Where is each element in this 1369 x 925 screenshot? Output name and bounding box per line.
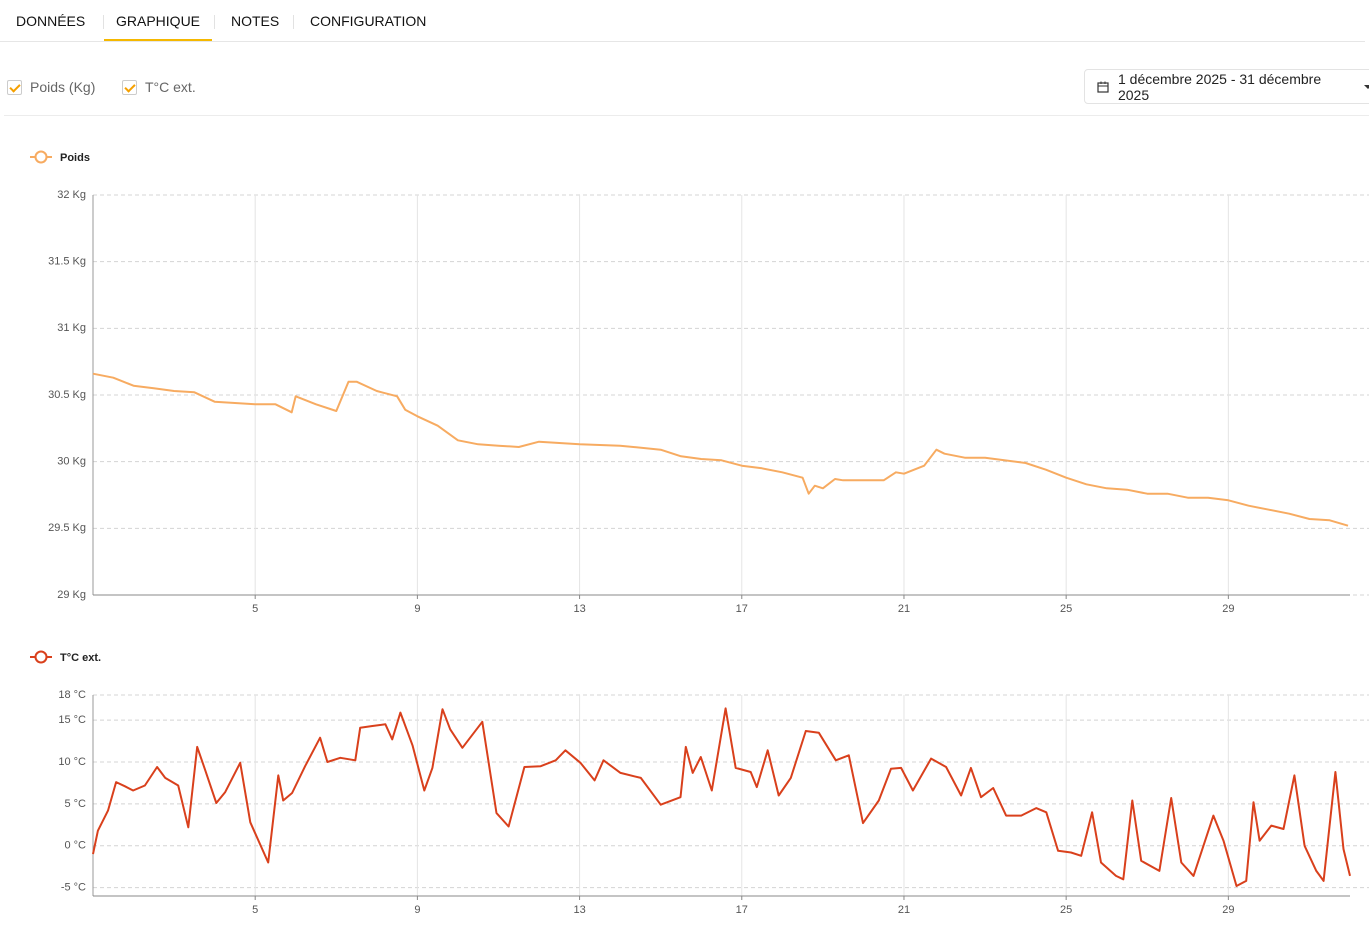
y-tick-label: 30 Kg (57, 456, 86, 468)
active-tab-indicator (104, 39, 212, 41)
y-tick-label: 15 °C (58, 714, 86, 726)
x-tick-label: 9 (414, 904, 420, 916)
tab[interactable]: GRAPHIQUE (116, 13, 201, 29)
checkbox[interactable] (122, 79, 137, 95)
x-tick-label: 13 (573, 603, 585, 615)
legend-marker (34, 650, 48, 664)
x-tick-label: 25 (1060, 603, 1072, 615)
x-tick-label: 17 (736, 904, 748, 916)
y-tick-label: 0 °C (64, 840, 86, 852)
x-tick-label: 21 (898, 904, 910, 916)
x-tick-label: 17 (736, 603, 748, 615)
tab[interactable]: CONFIGURATION (310, 13, 427, 29)
tab[interactable]: DONNÉES (16, 13, 86, 29)
dropdown-caret (1364, 84, 1369, 89)
tab[interactable]: NOTES (231, 13, 280, 29)
legend-label: T°C ext. (60, 652, 101, 664)
x-tick-label: 13 (573, 904, 585, 916)
x-tick-label: 5 (252, 603, 258, 615)
filter-label: T°C ext. (145, 79, 196, 95)
x-tick-label: 29 (1222, 904, 1234, 916)
x-tick-label: 29 (1222, 603, 1234, 615)
checkbox[interactable] (7, 79, 22, 95)
y-tick-label: 31.5 Kg (48, 256, 86, 268)
tab-separator (103, 15, 104, 29)
calendar-icon (1097, 81, 1109, 93)
y-tick-label: 5 °C (64, 798, 86, 810)
tab-separator (214, 15, 215, 29)
y-tick-label: 30.5 Kg (48, 389, 86, 401)
date-range-picker[interactable]: 1 décembre 2025 - 31 décembre 2025 (1084, 69, 1369, 104)
x-tick-label: 5 (252, 904, 258, 916)
legend-marker (34, 150, 48, 164)
x-tick-label: 21 (898, 603, 910, 615)
filter-label: Poids (Kg) (30, 79, 96, 95)
tab-separator (293, 15, 294, 29)
x-tick-label: 9 (414, 603, 420, 615)
tab-bar: DONNÉES GRAPHIQUE NOTES CONFIGURATION (0, 0, 1365, 42)
y-tick-label: 32 Kg (57, 189, 86, 201)
y-tick-label: 31 Kg (57, 322, 86, 334)
y-tick-label: 29.5 Kg (48, 522, 86, 534)
data-line (92, 372, 1349, 527)
x-tick-label: 25 (1060, 904, 1072, 916)
y-tick-label: 10 °C (58, 756, 86, 768)
filter-checkbox[interactable]: Poids (Kg) (7, 79, 95, 95)
filter-checkbox[interactable]: T°C ext. (122, 79, 196, 95)
divider (4, 115, 1369, 116)
legend-label: Poids (60, 152, 90, 164)
y-tick-label: 18 °C (58, 689, 86, 701)
data-line (92, 707, 1351, 887)
date-range-text: 1 décembre 2025 - 31 décembre 2025 (1117, 70, 1322, 103)
y-tick-label: 29 Kg (57, 589, 86, 601)
y-tick-label: -5 °C (61, 882, 86, 894)
